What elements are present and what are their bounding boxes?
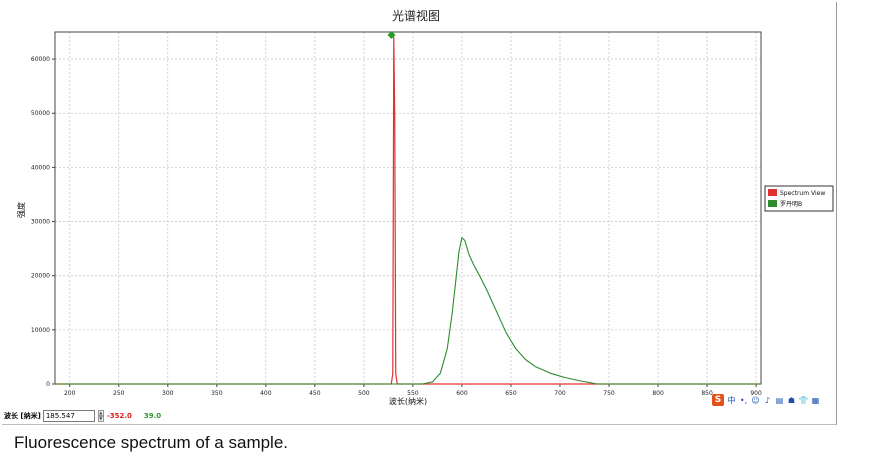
x-tick-label: 650 — [505, 390, 517, 397]
y-tick-label: 0 — [46, 381, 50, 388]
wavelength-label: 波长 [纳米] — [4, 412, 41, 420]
y-tick-label: 20000 — [31, 273, 50, 280]
y-tick-label: 50000 — [31, 110, 50, 117]
x-tick-label: 850 — [701, 390, 713, 397]
spectrum-chart: 光谱视图 0 10000 20000 30000 40000 50000 60000 200… — [16, 8, 834, 406]
chart-title: 光谱视图 — [392, 8, 440, 23]
x-tick-label: 200 — [64, 390, 76, 397]
legend-label-0: Spectrum View — [780, 190, 825, 197]
legend: Spectrum View 罗丹明B — [764, 185, 834, 212]
ime-keyboard-icon[interactable]: ▤ — [775, 395, 784, 405]
spin-up-icon[interactable]: ▲ — [97, 410, 104, 416]
legend-swatch-0 — [768, 189, 777, 196]
series-line-0 — [55, 36, 761, 385]
x-tick-label: 550 — [407, 390, 419, 397]
grid — [55, 32, 761, 384]
x-tick-label: 750 — [603, 390, 615, 397]
ime-logo-icon[interactable]: S — [712, 394, 724, 406]
ime-chinese-mode-icon[interactable]: 中 — [727, 395, 736, 405]
figure-caption: Fluorescence spectrum of a sample. — [14, 433, 289, 452]
x-tick-label: 400 — [260, 390, 272, 397]
ime-toolbar: S 中 •, ☺ ♪ ▤ ☗ 👕 ▦ — [712, 393, 820, 407]
legend-label-1: 罗丹明B — [780, 201, 802, 208]
readout-red-value: -352.0 — [106, 412, 132, 420]
ime-punctuation-icon[interactable]: •, — [739, 395, 748, 405]
spin-down-icon[interactable]: ▼ — [97, 416, 104, 422]
ime-skin-icon[interactable]: 👕 — [798, 395, 809, 405]
plot-area-border — [54, 31, 762, 385]
x-tick-label: 500 — [358, 390, 370, 397]
ime-voice-icon[interactable]: ♪ — [764, 395, 771, 405]
series-line-1 — [55, 237, 761, 385]
x-tick-label: 900 — [750, 390, 762, 397]
chart-frame: 光谱视图 0 10000 20000 30000 40000 50000 60000 200… — [2, 2, 837, 425]
x-tick-label: 600 — [456, 390, 468, 397]
y-tick-label: 10000 — [31, 327, 50, 334]
y-tick-label: 30000 — [31, 219, 50, 226]
ime-emoji-icon[interactable]: ☺ — [751, 395, 760, 405]
wavelength-spinner[interactable]: ▲ ▼ — [97, 410, 104, 422]
peak-marker-icon[interactable] — [387, 31, 396, 39]
y-axis-label: 强度 — [16, 202, 26, 218]
y-axis: 0 10000 20000 30000 40000 50000 60000 — [31, 56, 55, 388]
x-axis: 200 250 300 350 400 450 500 550 600 650 700 750 800 8… — [64, 384, 762, 397]
y-tick-label: 60000 — [31, 56, 50, 63]
legend-swatch-1 — [768, 200, 777, 207]
x-tick-label: 300 — [162, 390, 174, 397]
readout-green-value: 39.0 — [143, 412, 162, 420]
y-tick-label: 40000 — [31, 164, 50, 171]
ime-user-icon[interactable]: ☗ — [787, 395, 796, 405]
series-lines — [55, 36, 761, 385]
ime-toolbox-icon[interactable]: ▦ — [811, 395, 820, 405]
x-tick-label: 800 — [652, 390, 664, 397]
status-bar: 波长 [纳米] ▲ ▼ -352.0 39.0 — [4, 409, 161, 423]
x-tick-label: 250 — [113, 390, 125, 397]
wavelength-input[interactable] — [42, 410, 95, 422]
x-tick-label: 350 — [211, 390, 223, 397]
x-tick-label: 700 — [554, 390, 566, 397]
x-axis-label: 波长(纳米) — [389, 396, 427, 406]
x-tick-label: 450 — [309, 390, 321, 397]
